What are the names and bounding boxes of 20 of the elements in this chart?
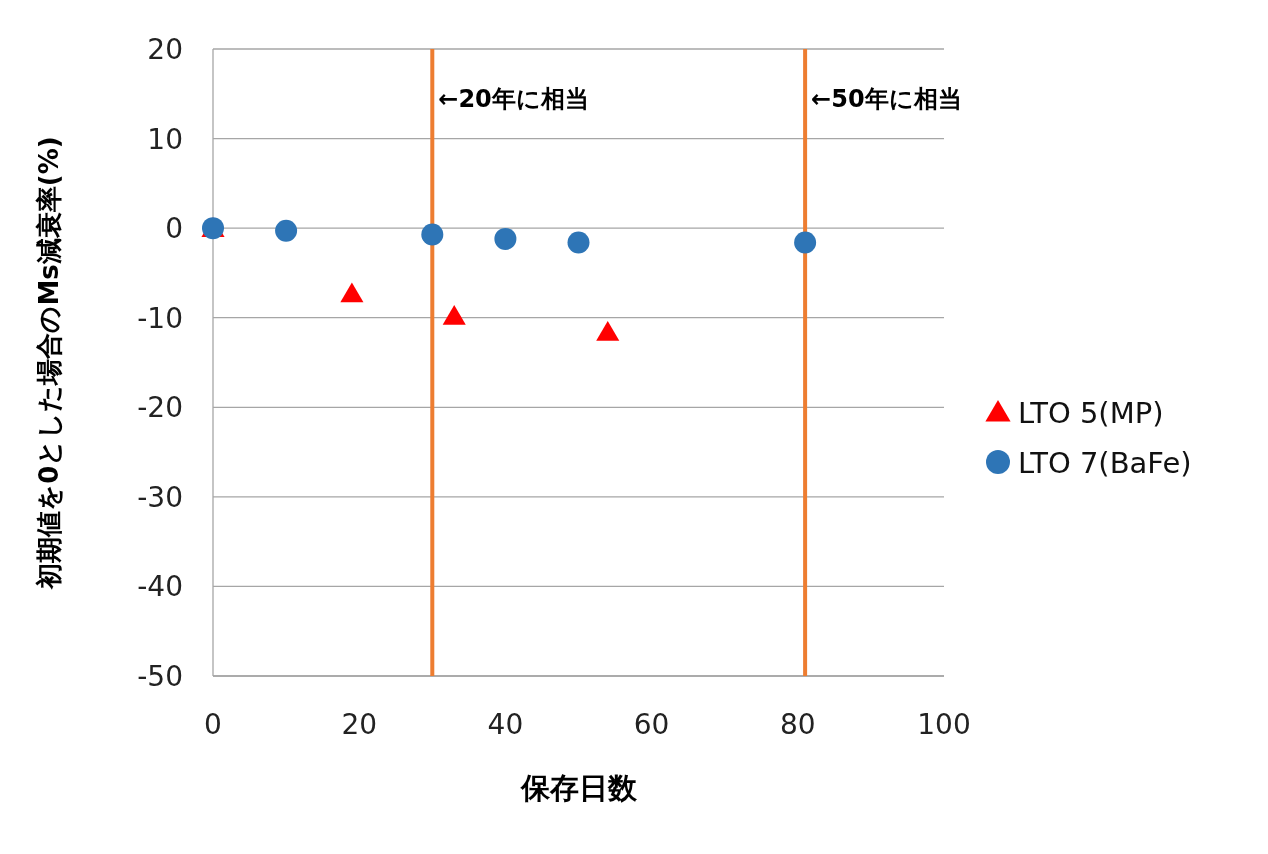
ref-line-label: ←50年に相当 [811, 85, 962, 113]
legend-label: LTO 7(BaFe) [1018, 446, 1192, 480]
y-tick-label: -50 [137, 660, 183, 693]
x-tick-label: 60 [633, 708, 670, 741]
legend-label: LTO 5(MP) [1018, 396, 1164, 430]
x-tick-label: 80 [779, 708, 816, 741]
y-axis-title: 初期値を0とした場合のMs減衰率(%) [34, 136, 64, 590]
y-tick-label: 20 [147, 33, 183, 66]
y-tick-label: -10 [137, 301, 183, 335]
y-tick-label: -20 [137, 391, 183, 425]
y-tick-label: 0 [165, 212, 183, 246]
x-tick-label: 40 [487, 708, 524, 741]
y-tick-label: -40 [137, 570, 183, 604]
y-tick-label: -30 [137, 480, 183, 514]
x-tick-label: 100 [917, 708, 971, 741]
ref-line-label: ←20年に相当 [438, 85, 589, 113]
y-tick-label: 10 [147, 122, 183, 156]
x-tick-label: 20 [341, 708, 378, 741]
x-tick-label: 0 [204, 708, 222, 741]
x-axis-title: 保存日数 [519, 771, 638, 805]
